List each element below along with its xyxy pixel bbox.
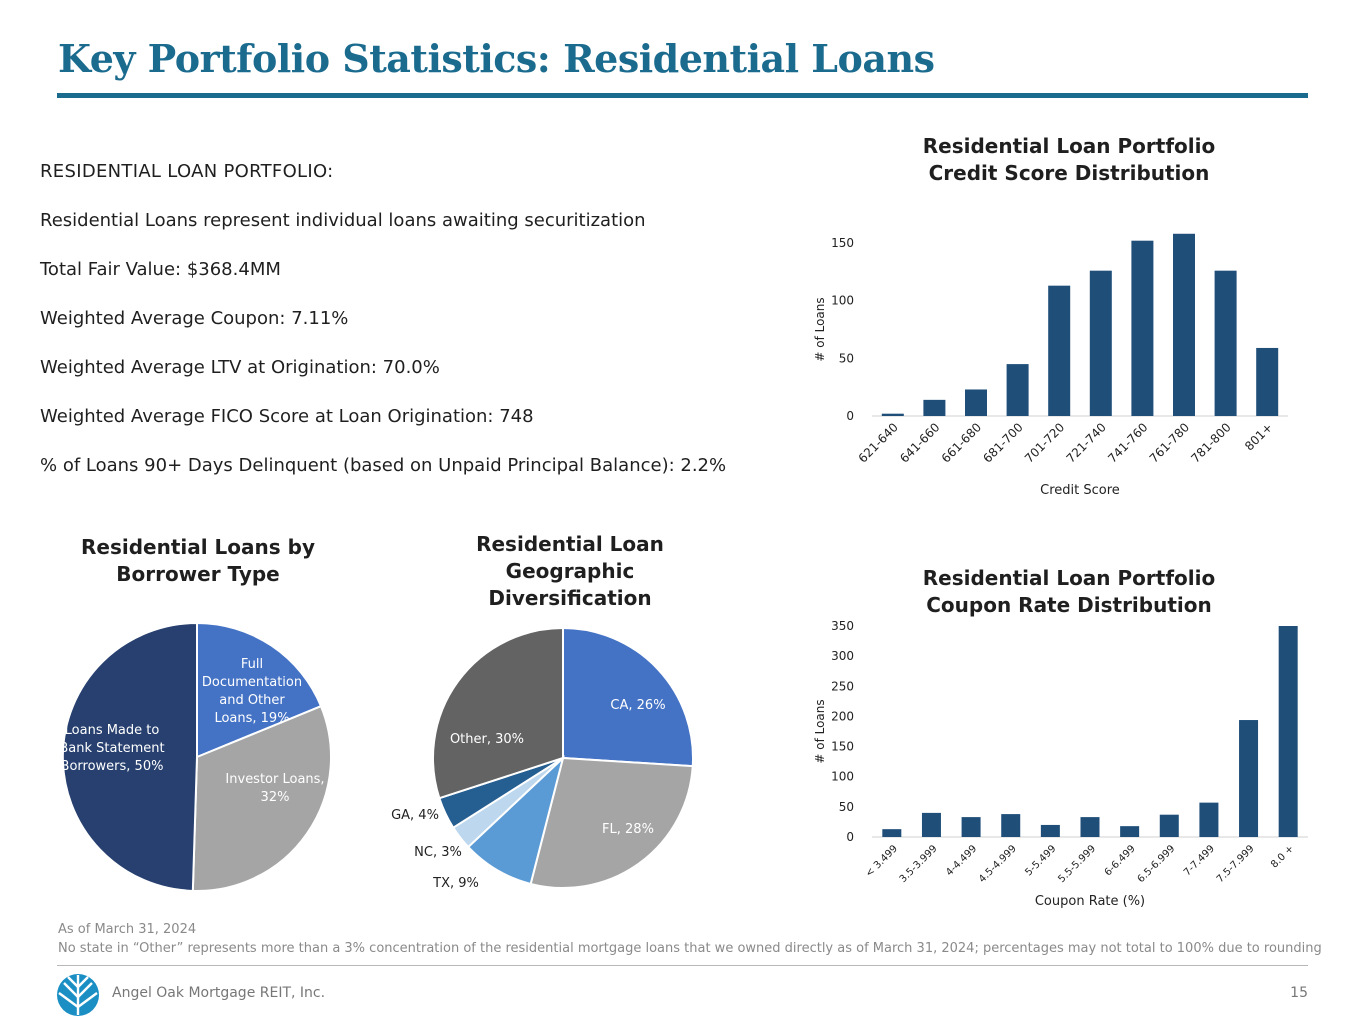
x-tick-label: 641-660 [897, 420, 942, 465]
pie-slice [529, 756, 694, 889]
bar [1001, 814, 1021, 837]
portfolio-stats: RESIDENTIAL LOAN PORTFOLIO: Residential … [40, 158, 780, 501]
geographic-pie: CA, 26% FL, 28% TX, 9% NC, 3% GA, 4% Other, 3… [391, 626, 694, 891]
credit-chart-title: Residential Loan Portfolio Credit Score … [922, 134, 1216, 185]
x-tick-label: 3.5-3.999 [898, 843, 940, 885]
bar [1040, 824, 1060, 837]
stat-line: Total Fair Value: $368.4MM [40, 259, 281, 280]
geo-chart-title: Residential Loan Geographic Diversificat… [476, 532, 664, 610]
pie-slice [432, 626, 564, 800]
x-tick-label: 721-740 [1064, 420, 1109, 465]
x-tick-label: 4-4.499 [944, 843, 979, 878]
y-tick-label: 50 [839, 800, 854, 814]
pie-label: FL, 28% [602, 822, 654, 837]
pie-slice [196, 621, 323, 759]
pie-label: Loans Made to Bank Statement Borrowers, 50… [59, 723, 164, 774]
as-of-note: As of March 31, 2024 [58, 922, 197, 937]
pie-slice [191, 704, 332, 892]
bar [882, 829, 902, 837]
bar [921, 812, 941, 837]
x-tick-label: 7-7.499 [1182, 843, 1217, 878]
bar [1006, 364, 1029, 416]
bar [881, 413, 904, 416]
pie-label: TX, 9% [432, 876, 479, 891]
y-tick-label: 300 [831, 649, 854, 663]
x-tick-label: 701-720 [1022, 420, 1067, 465]
x-axis-title: Credit Score [1040, 483, 1120, 498]
stat-line: Residential Loans represent individual l… [40, 210, 646, 231]
bar [923, 399, 946, 416]
borrower-type-pie: Full Documentation and Other Loans, 19% Inve… [59, 621, 332, 892]
pie-label: NC, 3% [414, 845, 462, 860]
x-tick-label: 8.0 + [1269, 843, 1296, 870]
bar [1256, 347, 1279, 416]
y-tick-label: 150 [831, 236, 854, 250]
x-tick-label: 681-700 [980, 420, 1025, 465]
y-tick-label: 350 [831, 619, 854, 633]
y-tick-label: 0 [846, 409, 854, 423]
y-tick-label: 150 [831, 740, 854, 754]
y-tick-label: 100 [831, 770, 854, 784]
stat-line: Weighted Average LTV at Origination: 70.… [40, 357, 440, 378]
bar [1239, 720, 1259, 837]
portfolio-heading: RESIDENTIAL LOAN PORTFOLIO: [40, 161, 334, 182]
x-tick-label: 5-5.499 [1023, 843, 1058, 878]
x-tick-label: 6-6.499 [1103, 843, 1138, 878]
borrower-chart-title: Residential Loans by Borrower Type [80, 535, 315, 586]
bar [1214, 270, 1237, 416]
coupon-chart-title: Residential Loan Portfolio Coupon Rate D… [922, 566, 1216, 617]
stat-line: Weighted Average Coupon: 7.11% [40, 308, 349, 329]
footer-rule [57, 965, 1308, 966]
y-tick-label: 250 [831, 679, 854, 693]
stat-line: Weighted Average FICO Score at Loan Orig… [40, 406, 534, 427]
pie-label: Full Documentation and Other Loans, 19% [202, 657, 302, 726]
concentration-note: No state in “Other” represents more than… [58, 941, 1322, 956]
pie-label: Investor Loans, 32% [225, 772, 324, 805]
pie-slice [61, 621, 198, 892]
x-axis-title: Coupon Rate (%) [1035, 894, 1145, 909]
x-tick-label: 801+ [1242, 420, 1275, 453]
bar [1278, 626, 1298, 837]
x-tick-label: 4.5-4.999 [977, 843, 1019, 885]
company-logo-icon [57, 974, 99, 1016]
pie-label: Other, 30% [450, 732, 524, 747]
y-tick-label: 200 [831, 709, 854, 723]
bar [1199, 802, 1219, 837]
stat-line: % of Loans 90+ Days Delinquent (based on… [40, 455, 727, 476]
pie-label: GA, 4% [391, 808, 439, 823]
y-axis-title: # of Loans [813, 699, 827, 763]
bar [965, 389, 987, 416]
x-tick-label: 621-640 [856, 420, 901, 465]
bar [1159, 814, 1179, 837]
y-axis-title: # of Loans [813, 297, 827, 361]
bar [1089, 270, 1112, 416]
bar [1080, 817, 1100, 837]
y-tick-label: 0 [846, 830, 854, 844]
page-title: Key Portfolio Statistics: Residential Lo… [58, 36, 935, 81]
x-tick-label: 781-800 [1188, 420, 1233, 465]
bar [1173, 233, 1195, 416]
credit-score-chart: 0 50 100 150 621-640641-660661-680681-700701… [813, 233, 1288, 498]
x-tick-label: 6.5-6.999 [1136, 843, 1178, 885]
x-tick-label: 661-680 [939, 420, 984, 465]
bar [1131, 240, 1154, 416]
bar [1120, 826, 1140, 837]
x-tick-label: 761-780 [1147, 420, 1192, 465]
bar [1048, 285, 1071, 416]
x-tick-label: 5.5-5.999 [1056, 843, 1098, 885]
pie-label: CA, 26% [610, 698, 665, 713]
x-tick-label: 741-760 [1105, 420, 1150, 465]
pie-slice [562, 626, 694, 768]
y-tick-label: 100 [831, 294, 854, 308]
x-tick-label: < 3.499 [864, 843, 900, 879]
y-tick-label: 50 [839, 351, 854, 365]
bar [961, 817, 981, 837]
title-rule [57, 93, 1308, 98]
x-tick-label: 7.5-7.999 [1215, 843, 1257, 885]
page-number: 15 [1290, 985, 1308, 1001]
company-name: Angel Oak Mortgage REIT, Inc. [112, 985, 326, 1001]
